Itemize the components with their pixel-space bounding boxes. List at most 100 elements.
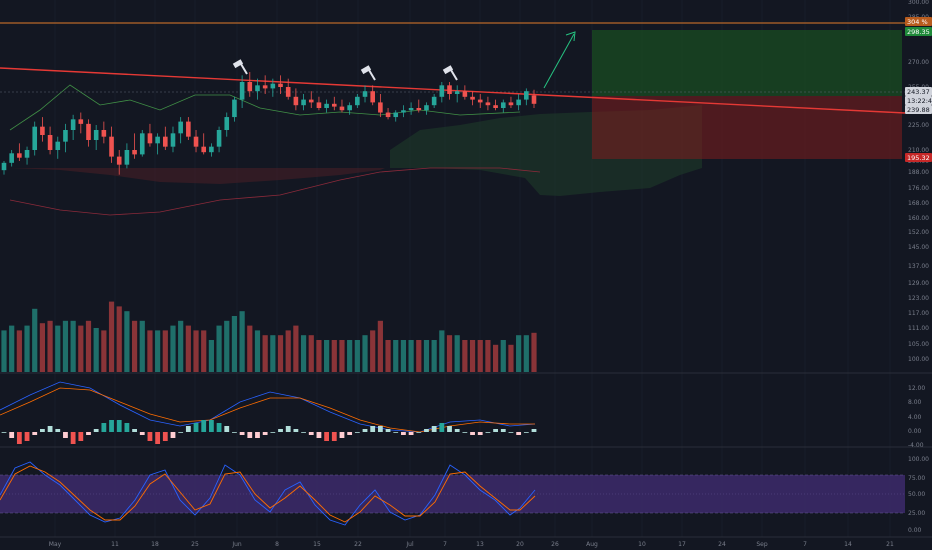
volume-bar <box>147 330 153 372</box>
time-axis-label: 22 <box>354 541 362 548</box>
price-axis-label: 145.00 <box>908 244 929 251</box>
volume-bar <box>431 340 437 372</box>
candle-body <box>485 102 491 106</box>
volume-bar <box>239 311 245 372</box>
volume-bar <box>508 344 514 372</box>
stochastic-d-line <box>0 465 536 523</box>
candle-body <box>447 85 452 94</box>
candle-body <box>17 153 22 158</box>
svg-text:195.32: 195.32 <box>907 154 930 162</box>
price-axis-label: 111.00 <box>908 325 929 332</box>
time-axis-label: Aug <box>586 541 598 548</box>
time-axis-label: Jun <box>231 541 242 548</box>
volume-bar <box>469 340 476 372</box>
volume-bar <box>201 330 207 372</box>
stoch-axis-label: 75.00 <box>908 475 925 482</box>
candle-body <box>293 96 299 106</box>
candle-body <box>63 130 68 142</box>
price-axis-label: 300.00 <box>908 0 929 6</box>
volume-bar <box>516 335 522 372</box>
volume-bar <box>423 340 430 372</box>
time-axis-label: 10 <box>638 541 646 548</box>
price-axis-label: 270.00 <box>908 59 929 66</box>
macd-bar <box>55 429 61 432</box>
macd-bar <box>493 429 498 432</box>
candle-body <box>524 91 529 100</box>
macd-bar <box>516 432 522 435</box>
price-axis-label: 100.00 <box>908 356 929 363</box>
macd-bar <box>408 432 414 435</box>
svg-text:298.35: 298.35 <box>907 28 930 36</box>
candle-body <box>262 85 268 89</box>
price-axis-label: 160.00 <box>908 215 929 222</box>
price-axis-label: 152.00 <box>908 229 929 236</box>
volume-bar <box>485 340 491 372</box>
macd-bar <box>523 432 529 433</box>
volume-bar <box>439 330 445 372</box>
volume-bar <box>85 320 92 372</box>
volume-bar <box>492 344 499 372</box>
macd-bar <box>531 429 537 432</box>
macd-bar <box>347 432 353 435</box>
macd-axis-label: 12.00 <box>908 385 925 392</box>
candle-body <box>355 96 360 106</box>
macd-axis-label: 4.00 <box>908 414 922 421</box>
volume-bar <box>454 335 460 372</box>
volume-bar <box>270 335 276 372</box>
volume-bar <box>285 330 291 372</box>
candle-body <box>385 112 391 118</box>
candle-body <box>424 105 429 111</box>
time-axis-label: 11 <box>111 541 119 548</box>
candle-body <box>462 91 468 97</box>
candle-body <box>163 136 168 147</box>
volume-bar <box>216 325 222 372</box>
macd-bar <box>477 432 483 435</box>
macd-bar <box>70 432 76 444</box>
macd-axis-label: 0.00 <box>908 428 922 435</box>
volume-bar <box>193 330 199 372</box>
price-axis-label: 188.00 <box>908 169 929 176</box>
time-axis-label: May <box>49 541 62 548</box>
macd-bar <box>270 432 276 433</box>
candle-body <box>308 99 314 103</box>
price-tag: 298.35 <box>905 27 932 36</box>
candle-body <box>55 141 61 150</box>
macd-bar <box>354 432 360 433</box>
candle-body <box>124 150 130 165</box>
volume-bar <box>55 325 61 372</box>
macd-bar <box>247 432 253 438</box>
candle-body <box>393 112 399 118</box>
candle-body <box>155 136 160 144</box>
time-axis-label: 13 <box>476 541 484 548</box>
stoch-axis-label: 100.00 <box>908 456 929 463</box>
candle-body <box>1 162 7 171</box>
macd-bar <box>485 432 491 433</box>
volume-bar <box>500 340 506 372</box>
volume-bar <box>116 306 122 372</box>
candle-body <box>86 123 91 140</box>
time-axis-label: 14 <box>844 541 852 548</box>
price-axis-label: 137.00 <box>908 263 929 270</box>
macd-bar <box>431 426 437 432</box>
volume-bar <box>78 325 84 372</box>
descending-trendline[interactable] <box>0 67 906 114</box>
macd-bar <box>16 432 22 444</box>
macd-bar <box>208 420 214 432</box>
macd-bar <box>301 432 306 433</box>
candle-body <box>109 136 114 157</box>
price-axis-label: 168.00 <box>908 200 929 207</box>
macd-bar <box>101 423 107 432</box>
volume-bar <box>377 320 383 372</box>
macd-bar <box>139 432 145 435</box>
volume-bar <box>62 320 69 372</box>
candle-body <box>470 96 475 100</box>
macd-axis-label: 8.00 <box>908 399 922 406</box>
macd-bar <box>32 432 38 435</box>
time-axis-label: 20 <box>516 541 524 548</box>
hammer-icon <box>360 65 376 81</box>
candle-body <box>439 85 445 97</box>
volume-bar <box>300 335 307 372</box>
candle-body <box>454 91 460 94</box>
volume-bar <box>262 335 268 372</box>
